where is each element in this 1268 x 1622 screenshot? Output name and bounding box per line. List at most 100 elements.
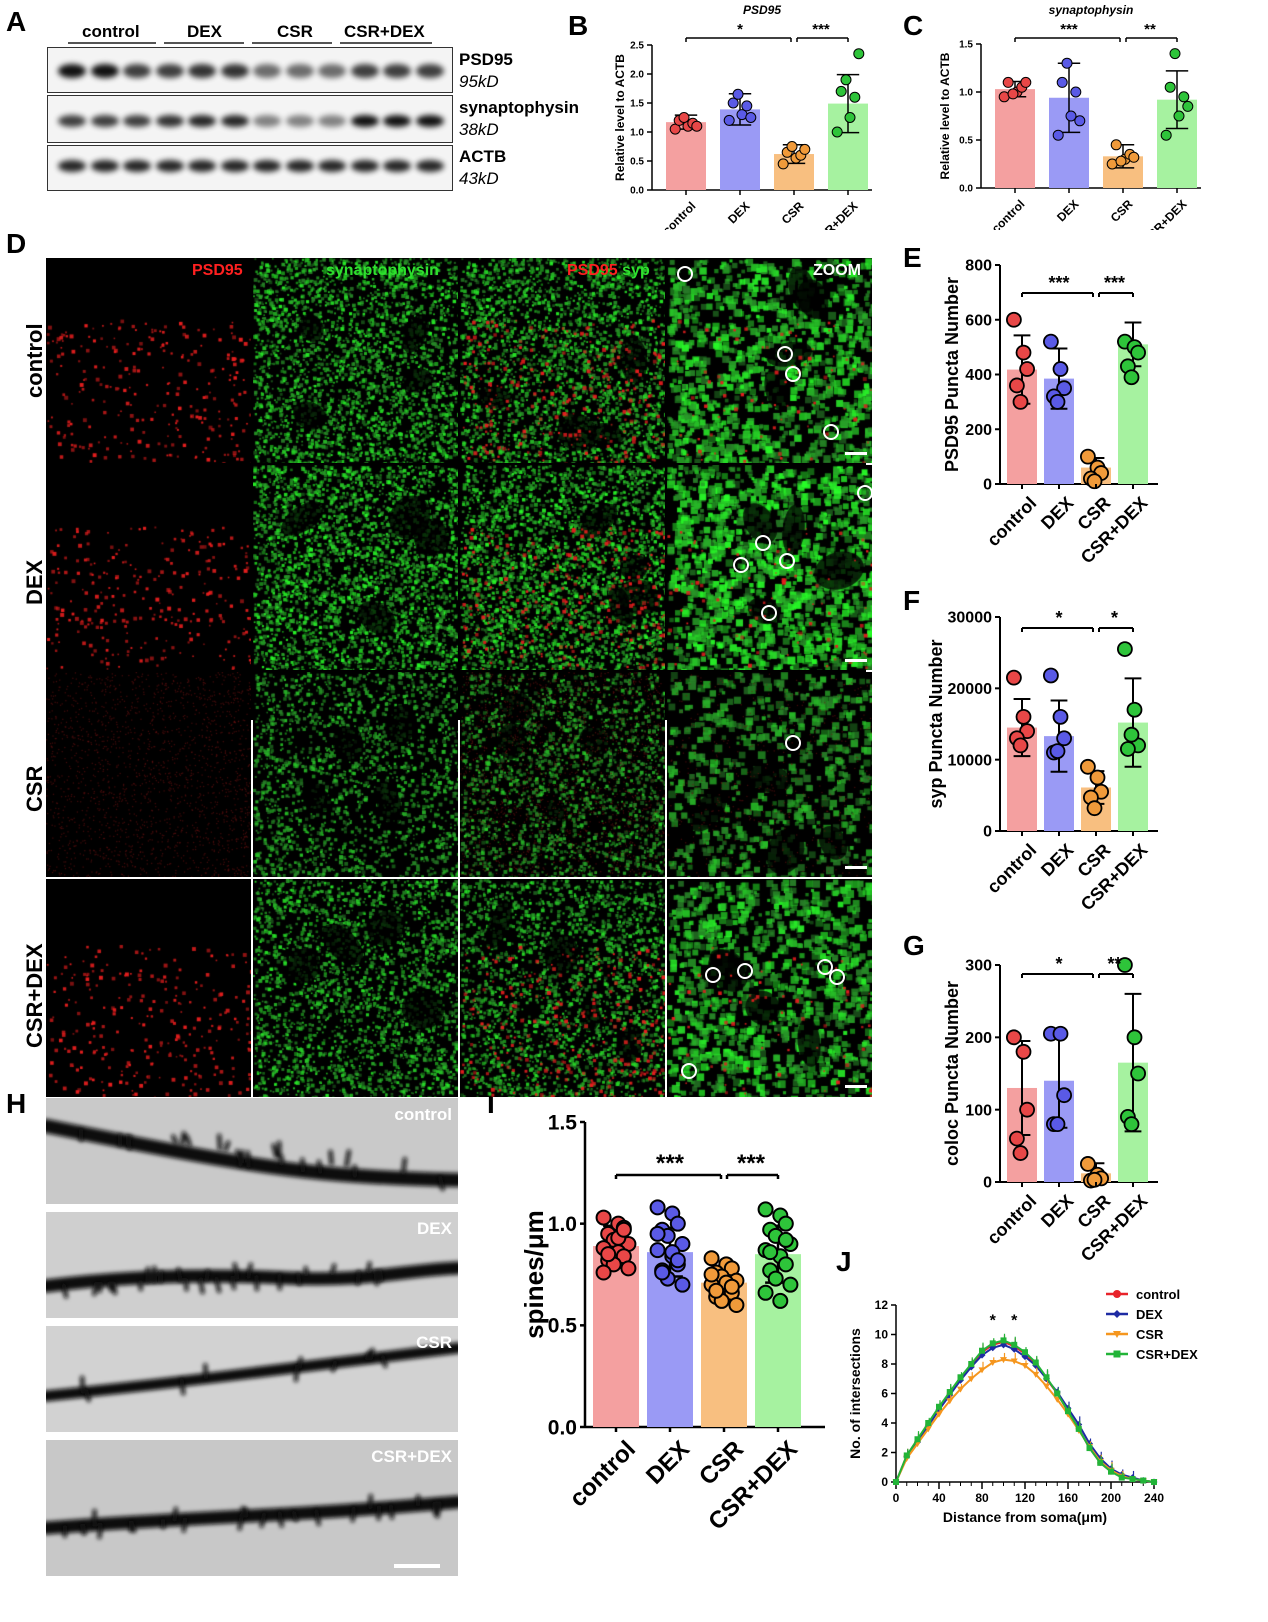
colocalization-circle bbox=[677, 266, 693, 282]
synaptophysin-channel-image bbox=[253, 672, 458, 877]
dendritic-spine bbox=[380, 1354, 388, 1368]
data-point bbox=[924, 1426, 932, 1433]
dendritic-spine bbox=[223, 1140, 231, 1152]
x-tick-label: control bbox=[660, 199, 699, 230]
data-point bbox=[1052, 708, 1069, 725]
data-point bbox=[946, 1398, 954, 1405]
y-tick-label: 1.0 bbox=[548, 1213, 577, 1236]
y-tick-label: 2.5 bbox=[630, 41, 644, 52]
data-point bbox=[1007, 88, 1019, 100]
data-point bbox=[1043, 1374, 1050, 1381]
channel-label-synaptophysin: synaptophysin bbox=[326, 262, 439, 279]
scale-bar bbox=[845, 659, 867, 662]
colocalization-circle bbox=[823, 424, 839, 440]
legend-marker bbox=[1113, 1350, 1121, 1358]
colocalization-circle bbox=[785, 735, 801, 751]
dendritic-spine bbox=[377, 1269, 384, 1282]
dendritic-spine bbox=[401, 1157, 407, 1175]
data-point bbox=[1056, 1087, 1073, 1104]
x-tick-label: 200 bbox=[1101, 1491, 1121, 1505]
dendritic-spine bbox=[217, 1133, 222, 1151]
data-point bbox=[1151, 1479, 1157, 1485]
row-label: CSR bbox=[22, 765, 47, 812]
data-point bbox=[1086, 1171, 1103, 1188]
psd95-channel-image bbox=[46, 672, 251, 877]
colocalization-circle bbox=[857, 485, 873, 501]
data-point bbox=[844, 112, 856, 123]
row-label: DEX bbox=[22, 559, 47, 605]
dendritic-spine bbox=[350, 1506, 356, 1523]
dendrite-shaft bbox=[46, 1119, 458, 1187]
colocalization-circle bbox=[777, 346, 793, 362]
data-point bbox=[649, 1199, 666, 1216]
legend-marker bbox=[1113, 1290, 1121, 1298]
blot-band bbox=[155, 115, 184, 127]
y-axis-label: No. of intersections bbox=[847, 1328, 863, 1459]
blot-band bbox=[318, 115, 346, 127]
colocalization-circle bbox=[785, 366, 801, 382]
data-point bbox=[1123, 1116, 1140, 1133]
y-tick-label: 400 bbox=[965, 367, 992, 384]
significance-label: *** bbox=[1104, 273, 1125, 293]
dendrite-label: CSR bbox=[416, 1333, 452, 1352]
data-point bbox=[723, 114, 735, 126]
blot-group-label: DEX bbox=[187, 22, 222, 41]
data-point bbox=[1126, 701, 1143, 718]
merge-channel-image bbox=[460, 465, 665, 670]
blot-band bbox=[253, 64, 281, 78]
zoom-image bbox=[667, 672, 872, 877]
blot-band bbox=[350, 160, 379, 172]
dendrite-label: control bbox=[394, 1105, 452, 1124]
data-point bbox=[1056, 76, 1068, 88]
data-point bbox=[1116, 957, 1133, 973]
data-point bbox=[782, 1276, 799, 1293]
dendritic-spine bbox=[145, 1266, 150, 1284]
blot-band bbox=[253, 115, 281, 127]
data-point bbox=[757, 1284, 774, 1301]
merge-label-syp: syp bbox=[622, 262, 650, 279]
data-point bbox=[767, 1270, 784, 1287]
data-point bbox=[1049, 393, 1066, 410]
data-point bbox=[1075, 1425, 1082, 1432]
dendrite-label: CSR+DEX bbox=[371, 1447, 452, 1466]
data-point bbox=[936, 1403, 942, 1410]
data-point bbox=[674, 1276, 691, 1293]
data-point bbox=[772, 1292, 789, 1309]
dendritic-spine bbox=[297, 1356, 303, 1369]
data-point bbox=[1097, 1459, 1104, 1466]
data-point bbox=[728, 1297, 745, 1313]
data-point bbox=[777, 1231, 794, 1248]
data-point bbox=[674, 1236, 691, 1252]
blot-band bbox=[155, 160, 184, 172]
data-point bbox=[777, 158, 789, 170]
y-tick-label: 0.0 bbox=[959, 184, 973, 195]
data-point bbox=[1119, 741, 1136, 757]
y-tick-label: 2.0 bbox=[630, 70, 644, 81]
data-point bbox=[1079, 1156, 1096, 1172]
x-tick-label: control bbox=[983, 840, 1040, 897]
y-tick-label: 0 bbox=[881, 1475, 888, 1489]
data-point bbox=[732, 88, 744, 100]
x-tick-label: DEX bbox=[1037, 493, 1077, 533]
y-tick-label: 600 bbox=[965, 312, 992, 329]
blot-protein-name: ACTB bbox=[459, 147, 507, 166]
data-point bbox=[853, 48, 865, 60]
data-point bbox=[1043, 1383, 1050, 1390]
y-tick-label: 0.0 bbox=[548, 1416, 577, 1439]
significance-label: ** bbox=[1107, 954, 1121, 974]
data-point bbox=[1009, 1130, 1025, 1147]
y-axis-label: PSD95 Puncta Number bbox=[942, 277, 962, 472]
y-tick-label: 6 bbox=[881, 1387, 888, 1401]
data-point bbox=[649, 1225, 666, 1242]
data-point bbox=[1052, 1025, 1069, 1042]
dendritic-spine bbox=[176, 1267, 183, 1283]
merge-channel-image bbox=[460, 258, 665, 463]
data-point bbox=[649, 1242, 666, 1259]
blot-group-label: CSR+DEX bbox=[344, 22, 425, 41]
zoom-image bbox=[667, 465, 872, 670]
data-point bbox=[762, 1244, 779, 1261]
